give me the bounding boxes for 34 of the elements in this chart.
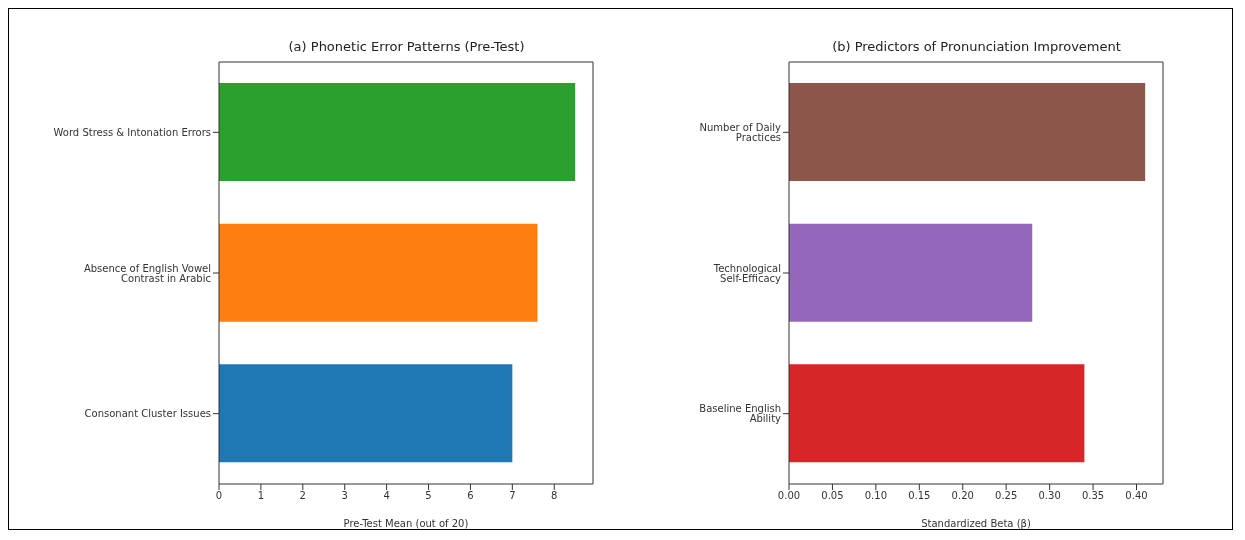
x-tick-label: 0.15 (908, 490, 931, 502)
bar (219, 223, 538, 322)
x-tick-label: 1 (257, 490, 265, 502)
bar (219, 83, 576, 181)
y-tick-label: Baseline English Ability (699, 403, 782, 425)
x-tick-label: 0.20 (951, 490, 974, 502)
x-tick-label: 0.25 (995, 490, 1018, 502)
x-tick-label: 0.05 (821, 490, 844, 502)
x-tick-label: 2 (299, 490, 306, 502)
x-tick-label: 5 (425, 490, 432, 502)
x-tick-label: 6 (467, 490, 474, 502)
chart-title: (b) Predictors of Pronunciation Improvement (831, 39, 1122, 56)
y-tick-label: Word Stress & Intonation Errors (53, 126, 211, 138)
y-tick-label: Number of Daily Practices (699, 121, 782, 143)
x-tick-label: 0.40 (1125, 490, 1148, 502)
x-axis-title: Standardized Beta (β) (921, 518, 1031, 529)
x-tick-label: 0.10 (864, 490, 888, 502)
x-tick-label: 3 (341, 490, 348, 502)
y-tick-label: Consonant Cluster Issues (84, 408, 211, 420)
x-tick-label: 8 (551, 490, 558, 502)
x-tick-label: 0 (215, 490, 223, 502)
x-tick-label: 0.00 (777, 490, 801, 502)
x-tick-label: 0.35 (1081, 490, 1105, 502)
bar (789, 223, 1033, 322)
x-tick-label: 0.30 (1038, 490, 1061, 502)
x-tick-label: 4 (383, 490, 390, 502)
y-tick-label: Technological Self-Efficacy (712, 262, 782, 284)
bar (789, 364, 1085, 463)
x-tick-label: 7 (509, 490, 516, 502)
bar (219, 364, 513, 463)
x-axis-title: Pre-Test Mean (out of 20) (343, 518, 469, 529)
bar (789, 83, 1146, 181)
y-tick-label: Absence of English Vowel Contrast in Arabic (83, 262, 211, 284)
chart-title: (a) Phonetic Error Patterns (Pre-Test) (287, 39, 526, 56)
